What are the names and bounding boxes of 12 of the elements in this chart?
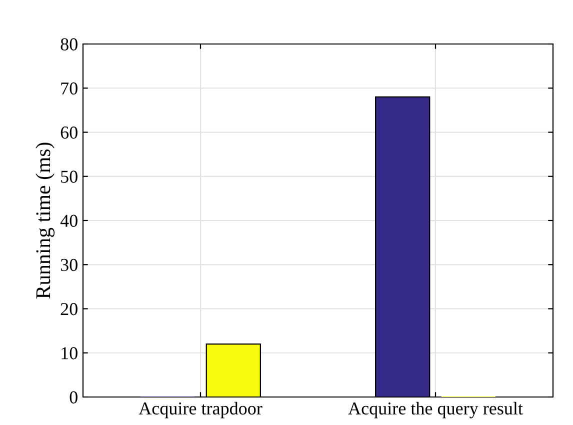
y-tick-label: 50 — [61, 170, 78, 183]
y-tick-label: 80 — [60, 38, 78, 50]
y-tick-label: 70 — [61, 82, 78, 95]
y-tick-label: 0 — [70, 391, 78, 404]
y-tick-label: 20 — [60, 303, 78, 316]
y-tick-label: 60 — [60, 126, 78, 139]
x-tick-label: Acquire the query result — [348, 402, 523, 418]
y-tick-label: 30 — [60, 258, 78, 272]
y-tick-label: 40 — [60, 214, 78, 227]
x-tick-label: Acquire trapdoor — [138, 402, 262, 418]
y-axis-title: Running time (ms) — [36, 142, 55, 299]
y-tick-label: 10 — [62, 347, 78, 360]
